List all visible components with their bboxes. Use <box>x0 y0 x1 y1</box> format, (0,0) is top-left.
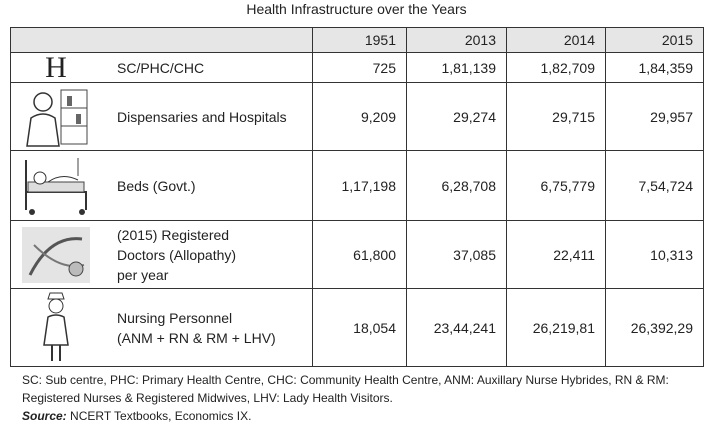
cell: 26,219,81 <box>506 288 606 367</box>
header-cell: 2013 <box>406 27 507 53</box>
row-label: Nursing Personnel (ANM + RN & RM + LHV) <box>101 308 276 348</box>
header-cell: 1951 <box>312 27 407 53</box>
row-label: SC/PHC/CHC <box>101 58 204 78</box>
cell: 1,81,139 <box>406 52 507 83</box>
header-cell: 2015 <box>605 27 704 53</box>
cell: 61,800 <box>312 220 407 289</box>
source-label: Source: <box>22 409 67 423</box>
nurse-icon <box>43 292 69 361</box>
icon-letter: H <box>45 50 67 84</box>
note-line: SC: Sub centre, PHC: Primary Health Cent… <box>22 373 669 387</box>
label-line: (ANM + RN & RM + LHV) <box>117 329 276 346</box>
row: Beds (Govt.) 1,17,198 6,28,708 6,75,779 … <box>10 150 704 221</box>
row-label: (2015) Registered Doctors (Allopathy) per … <box>101 225 236 285</box>
label-line: SC/PHC/CHC <box>117 59 205 76</box>
cell: 29,715 <box>506 82 606 151</box>
label-line: Dispensaries and Hospitals <box>117 108 287 125</box>
cell: 7,54,724 <box>605 150 704 221</box>
cell: 1,82,709 <box>506 52 606 83</box>
label-line: Nursing Personnel <box>117 309 233 326</box>
row: Dispensaries and Hospitals 9,209 29,274 … <box>10 82 704 151</box>
header-row: 1951 2013 2014 2015 <box>10 27 704 53</box>
header-cell <box>10 27 313 53</box>
row: Nursing Personnel (ANM + RN & RM + LHV) 1… <box>10 288 704 367</box>
row-label: Beds (Govt.) <box>101 176 196 196</box>
title: Health Infrastructure over the Years <box>246 1 467 17</box>
cell: 29,274 <box>406 82 507 151</box>
cell: 6,28,708 <box>406 150 507 221</box>
source: Source: NCERT Textbooks, Economics IX. <box>22 407 712 425</box>
cell: 26,392,29 <box>605 288 704 367</box>
source-text: NCERT Textbooks, Economics IX. <box>70 409 252 423</box>
cell: 6,75,779 <box>506 150 606 221</box>
label-line: Doctors (Allopathy) <box>117 246 237 263</box>
cell: 10,313 <box>605 220 704 289</box>
cell: 1,84,359 <box>605 52 704 83</box>
cell: 9,209 <box>312 82 407 151</box>
cell: 18,054 <box>312 288 407 367</box>
cell: 725 <box>312 52 407 83</box>
stethoscope-icon <box>22 226 90 283</box>
cell: 23,44,241 <box>406 288 507 367</box>
bed-icon <box>25 157 87 215</box>
cell: 37,085 <box>406 220 507 289</box>
row: H SC/PHC/CHC 725 1,81,139 1,82,709 1,84,3… <box>10 50 704 84</box>
cell: 22,411 <box>506 220 606 289</box>
note-line: Registered Nurses & Registered Midwives,… <box>22 391 393 405</box>
label-line: (2015) Registered <box>117 226 230 243</box>
notes: SC: Sub centre, PHC: Primary Health Cent… <box>22 371 712 425</box>
pharmacist-icon <box>26 89 88 147</box>
row-label: Dispensaries and Hospitals <box>101 107 287 127</box>
row: (2015) Registered Doctors (Allopathy) per … <box>10 220 704 289</box>
data-table: 1951 2013 2014 2015 H SC/PHC/CHC 725 1,81… <box>10 27 704 367</box>
label-line: Beds (Govt.) <box>117 177 196 194</box>
header-cell: 2014 <box>506 27 606 53</box>
cell: 29,957 <box>605 82 704 151</box>
cell: 1,17,198 <box>312 150 407 221</box>
label-line: per year <box>117 266 169 283</box>
